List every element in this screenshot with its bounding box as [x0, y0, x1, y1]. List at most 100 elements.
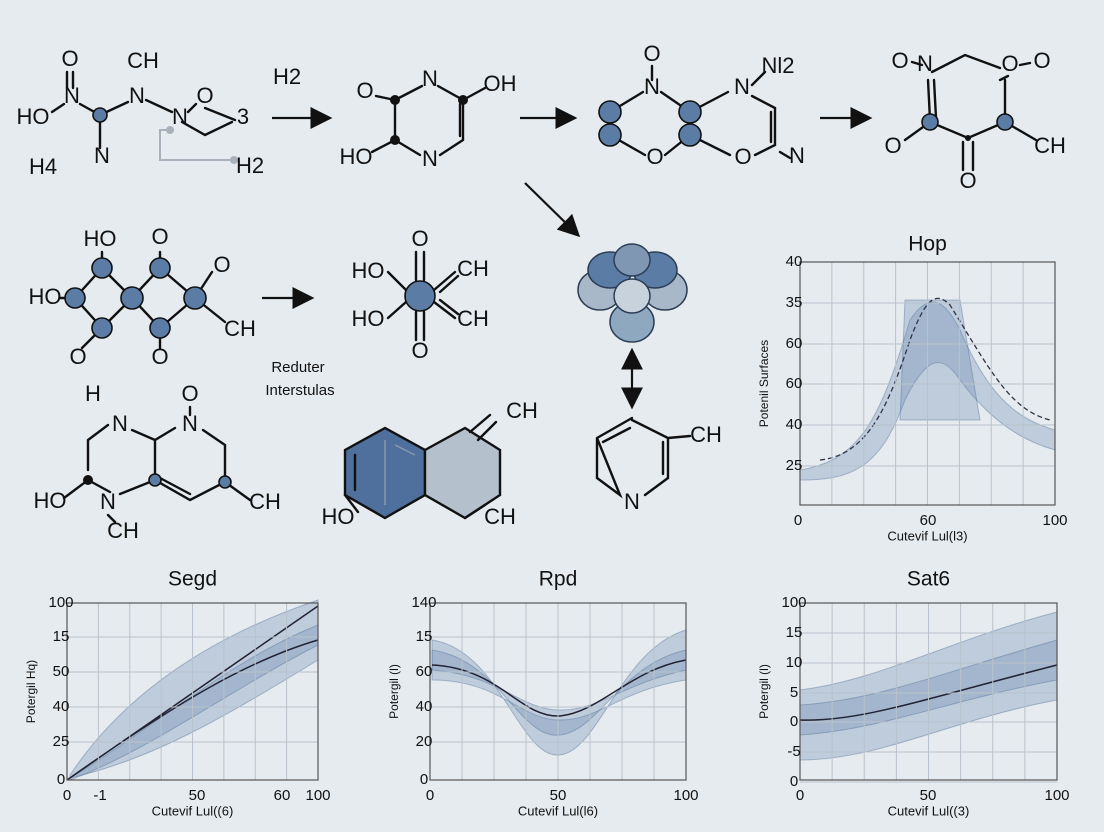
chart-title: Hop: [908, 233, 947, 256]
atom-label: O: [213, 252, 230, 277]
atom-label: N: [172, 104, 188, 129]
y-tick-label: 0: [57, 771, 65, 788]
atom-label: H2: [236, 153, 264, 178]
x-axis-label: Cutevif Lul(l3): [887, 528, 967, 543]
atom-label: CH: [107, 518, 139, 543]
chart-title: Sat6: [907, 568, 950, 591]
y-tick-label: 15: [416, 628, 433, 645]
annotation: Interstulas: [265, 382, 334, 399]
x-tick-label: 0: [426, 787, 434, 804]
y-tick-label: 15: [53, 628, 70, 645]
chart-title: Segd: [168, 568, 217, 591]
y-tick-label: 0: [420, 771, 428, 788]
atom-label: H4: [29, 154, 57, 179]
atom-label: HO: [322, 504, 355, 529]
y-tick-label: 25: [53, 733, 70, 750]
x-axis-label: Cutevif Lul((3): [888, 803, 970, 818]
atom-label: 3: [237, 104, 249, 129]
x-axis-label: Cutevif Lul((6): [152, 803, 234, 818]
atom-label: H: [85, 381, 101, 406]
y-tick-label: 60: [416, 663, 433, 680]
y-tick-label: 15: [786, 624, 803, 641]
bonds: [50, 53, 1038, 524]
atom-label: N: [917, 51, 933, 76]
plot-frame: [429, 602, 687, 781]
atom-label: N: [100, 489, 116, 514]
y-tick-label: 20: [416, 733, 433, 750]
atom-label: O: [196, 83, 213, 108]
atom-label: O: [1001, 51, 1018, 76]
x-tick-label: 100: [1044, 787, 1069, 804]
x-tick-label: 60: [920, 512, 937, 529]
y-tick-label: -5: [787, 743, 800, 760]
chart: Segd 100 15 50 40 25 00 -1 50 60 100 Cutevif Lul((6…: [24, 568, 330, 819]
atom-label: O: [646, 144, 663, 169]
y-tick-label: 60: [786, 335, 803, 352]
atom-label: CH: [249, 489, 281, 514]
y-tick-label: 10: [786, 654, 803, 671]
atom-label: N: [422, 146, 438, 171]
x-tick-label: -1: [93, 787, 106, 804]
atom-label: CH: [457, 306, 489, 331]
atom-label: N: [112, 411, 128, 436]
y-tick-label: 60: [786, 375, 803, 392]
y-axis-label: Potergil (l): [387, 664, 401, 719]
x-tick-label: 100: [1042, 512, 1067, 529]
atom-label: CH: [457, 256, 489, 281]
annotation: Reduter: [271, 359, 324, 376]
reaction-label: H2: [273, 64, 301, 89]
atom-label: O: [151, 224, 168, 249]
atom-label: CH: [690, 422, 722, 447]
y-tick-label: 40: [786, 253, 803, 270]
atom-label: O: [411, 226, 428, 251]
atom-label: O: [1033, 48, 1050, 73]
plot-frame: [799, 602, 1058, 781]
x-tick-label: 50: [920, 787, 937, 804]
chart-title: Rpd: [539, 568, 578, 591]
x-axis-label: Cutevif Lul(l6): [518, 803, 598, 818]
atom-label: N: [422, 66, 438, 91]
atom-label: O: [69, 344, 86, 369]
atom-label: O: [891, 48, 908, 73]
atom-label: CH: [127, 48, 159, 73]
y-tick-label: 0: [790, 773, 798, 790]
atom-label: N: [644, 74, 660, 99]
atom-label: HO: [84, 226, 117, 251]
y-axis-label: Potenil Surfaces: [757, 340, 771, 427]
y-tick-label: 100: [48, 594, 73, 611]
x-tick-label: 0: [63, 787, 71, 804]
atom-label: HO: [29, 284, 62, 309]
y-tick-label: 25: [786, 457, 803, 474]
x-tick-label: 0: [794, 512, 802, 529]
x-tick-label: 60: [274, 787, 291, 804]
atom-label: O: [151, 344, 168, 369]
plot-frame: [66, 602, 319, 781]
atom-label: N: [182, 411, 198, 436]
atom-label: CH: [506, 398, 538, 423]
atom-label: HO: [34, 488, 67, 513]
y-tick-label: 40: [416, 698, 433, 715]
atom-label: CH: [484, 504, 516, 529]
y-tick-label: 0: [790, 713, 798, 730]
y-tick-label: 40: [786, 416, 803, 433]
atom-label: CH: [224, 316, 256, 341]
y-tick-label: 35: [786, 294, 803, 311]
atom-label: HO: [340, 144, 373, 169]
plot-frame: [799, 261, 1056, 506]
atom-label: HO: [17, 104, 50, 129]
atom-label: O: [734, 144, 751, 169]
atom-label: O: [181, 381, 198, 406]
atom-label: HO: [352, 306, 385, 331]
chart: Rpd 140 15 60 40 20 00 50 100 Cutevif Lul(l6) Pote…: [387, 568, 698, 819]
x-tick-label: 100: [673, 787, 698, 804]
atom-label: N: [789, 143, 805, 168]
atom-label: N: [734, 74, 750, 99]
atom-label: O: [643, 41, 660, 66]
y-tick-label: 5: [790, 684, 798, 701]
atom-label: N: [64, 83, 80, 108]
atom-label: HO: [352, 258, 385, 283]
chart: Hop 40 35 60 60 40 25 0 60 100 Cutevif Lul(l3) Pote…: [757, 233, 1067, 544]
y-tick-label: 50: [53, 663, 70, 680]
